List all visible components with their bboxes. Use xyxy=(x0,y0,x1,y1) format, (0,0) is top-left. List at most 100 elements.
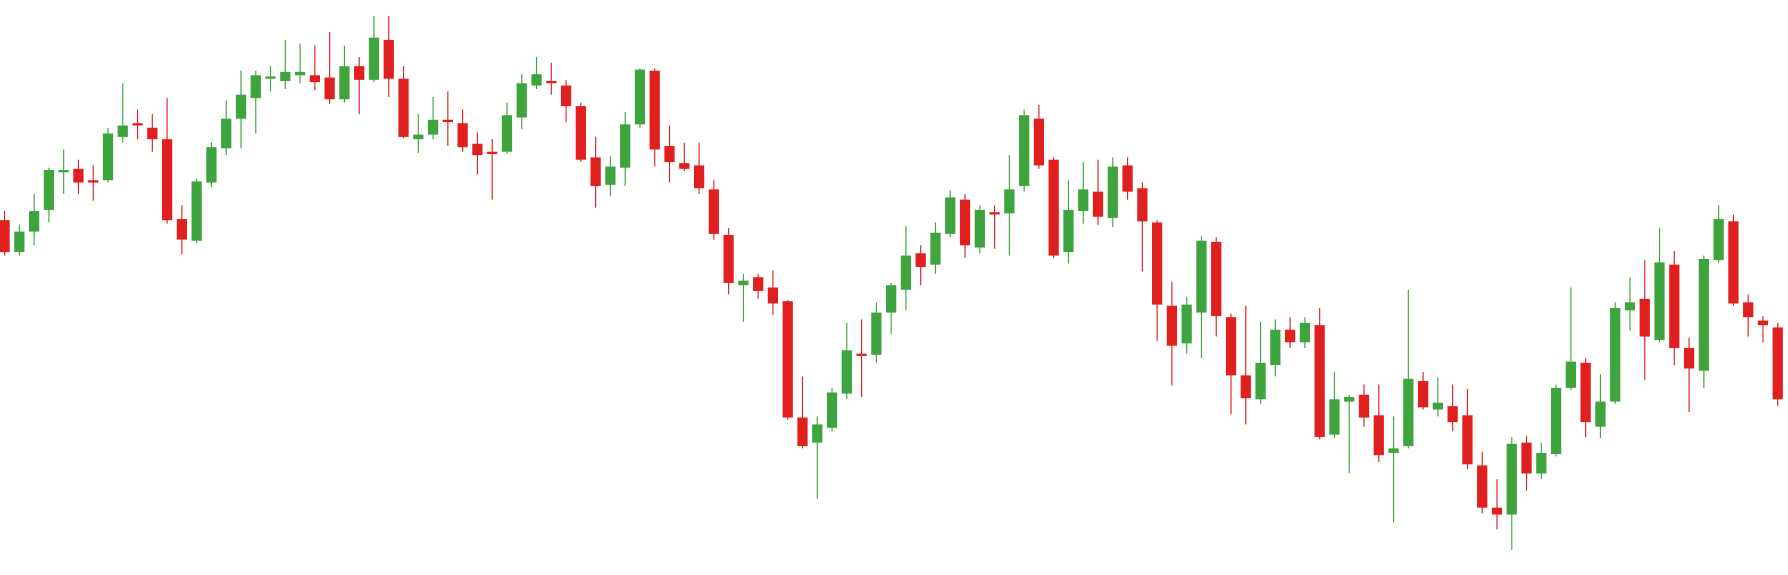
candle-body xyxy=(280,71,291,82)
candle-body xyxy=(309,75,320,83)
candle-body xyxy=(945,197,956,234)
candle-body xyxy=(767,287,779,304)
candle-body xyxy=(1669,264,1680,348)
candle-body xyxy=(856,353,867,356)
candle-body xyxy=(871,312,882,355)
candle-body xyxy=(1255,362,1266,400)
candle-body xyxy=(1536,452,1547,474)
candle-body xyxy=(117,125,128,137)
candle-body xyxy=(1063,209,1074,253)
candle-body xyxy=(1447,406,1458,423)
candle-body xyxy=(28,211,40,232)
candle-body xyxy=(1122,165,1133,192)
candle-body xyxy=(1610,308,1621,402)
candle-body xyxy=(73,168,84,183)
candle-body xyxy=(693,165,705,189)
candle-body xyxy=(900,255,912,290)
candle-body xyxy=(398,78,409,137)
candle-body xyxy=(1639,298,1650,337)
candle-body xyxy=(649,70,660,150)
candle-body xyxy=(620,124,631,168)
candle-body xyxy=(915,253,926,267)
candle-body xyxy=(472,143,483,156)
candle-body xyxy=(989,212,1000,215)
candle-body xyxy=(58,169,69,173)
candle-body xyxy=(1344,397,1355,402)
candle-body xyxy=(383,39,394,79)
candle-body xyxy=(560,85,572,107)
candle-body xyxy=(826,392,838,428)
candle-body xyxy=(1743,302,1754,318)
candle-body xyxy=(1092,191,1104,217)
candle-body xyxy=(1166,305,1178,346)
candle-body xyxy=(723,235,734,283)
candle-body xyxy=(88,180,99,183)
candle-body xyxy=(1728,221,1739,304)
candle-body xyxy=(102,133,114,181)
candle-body xyxy=(738,280,749,286)
candle-body xyxy=(1358,394,1370,418)
candle-body xyxy=(708,189,719,234)
candle-body xyxy=(1624,302,1636,311)
candle-body xyxy=(531,74,542,86)
candle-body xyxy=(1019,115,1030,186)
candle-body xyxy=(590,157,601,186)
candle-body xyxy=(1521,442,1532,474)
candle-body xyxy=(1506,443,1517,515)
candle-body xyxy=(413,134,424,140)
candle-body xyxy=(442,119,453,123)
candle-body xyxy=(1565,361,1576,388)
candle-body xyxy=(427,119,439,135)
candle-body xyxy=(176,219,188,240)
candle-body xyxy=(487,151,498,155)
candle-body xyxy=(1417,381,1429,408)
candle-body xyxy=(1078,189,1089,212)
candle-body xyxy=(1698,258,1709,371)
candle-body xyxy=(324,77,335,100)
candle-body xyxy=(1225,317,1237,376)
candle-body xyxy=(250,75,261,99)
candle-body xyxy=(1033,118,1045,166)
candle-body xyxy=(1004,189,1015,214)
candle-body xyxy=(265,76,276,79)
candle-body xyxy=(1048,159,1059,256)
candle-body xyxy=(1314,325,1325,437)
candle-body xyxy=(1462,415,1473,465)
candle-body xyxy=(1432,402,1444,410)
candle-body xyxy=(1757,320,1769,326)
candle-body xyxy=(1299,322,1311,343)
candle-body xyxy=(1491,507,1503,515)
candle-body xyxy=(1196,240,1207,313)
candle-body xyxy=(1181,304,1192,344)
candle-body xyxy=(634,69,646,125)
candle-body xyxy=(797,417,808,447)
candle-body xyxy=(191,181,202,241)
candle-body xyxy=(1772,327,1783,400)
candle-body xyxy=(664,146,675,163)
candle-body xyxy=(1107,166,1118,218)
candle-body xyxy=(161,139,173,221)
candle-body xyxy=(132,123,143,126)
candle-body xyxy=(959,199,971,246)
candle-body xyxy=(1211,241,1222,317)
candle-body xyxy=(546,81,557,84)
candle-body xyxy=(0,220,10,253)
candle-body xyxy=(294,71,306,76)
candle-body xyxy=(1580,362,1591,423)
candle-body xyxy=(1284,329,1296,343)
candle-body xyxy=(1550,387,1562,455)
candle-body xyxy=(886,285,897,313)
candle-body xyxy=(1270,329,1281,366)
candle-body xyxy=(354,66,365,80)
candle-body xyxy=(782,301,793,418)
candle-body xyxy=(753,277,764,291)
candle-body xyxy=(1240,375,1251,399)
candle-body xyxy=(501,115,513,152)
candle-body xyxy=(1373,415,1384,456)
candle-body xyxy=(1151,222,1163,305)
candle-body xyxy=(339,66,350,100)
candle-body xyxy=(1654,262,1665,340)
candle-body xyxy=(43,169,55,210)
